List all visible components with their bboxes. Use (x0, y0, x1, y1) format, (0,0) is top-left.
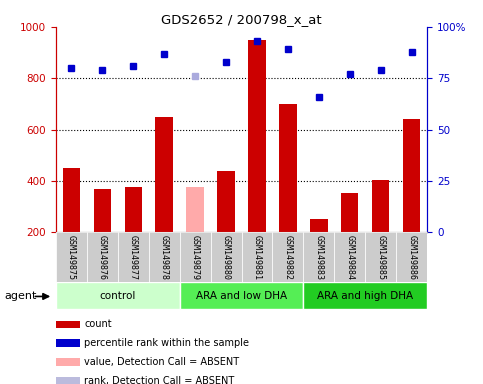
Bar (334, 232, 366, 282)
Bar (180, 282, 303, 309)
Bar (248, 40, 266, 232)
Bar (56, 359, 80, 366)
Title: GDS2652 / 200798_x_at: GDS2652 / 200798_x_at (161, 13, 322, 26)
Text: GSM149881: GSM149881 (253, 235, 261, 280)
Text: agent: agent (5, 291, 37, 301)
Bar (303, 232, 334, 282)
Bar (56, 282, 180, 309)
Bar (341, 192, 358, 232)
Bar (366, 232, 397, 282)
Text: ARA and low DHA: ARA and low DHA (196, 291, 287, 301)
Text: GSM149883: GSM149883 (314, 235, 324, 280)
Text: GSM149877: GSM149877 (128, 235, 138, 280)
Text: GSM149882: GSM149882 (284, 235, 293, 280)
Bar (117, 232, 149, 282)
Bar (180, 232, 211, 282)
Text: GSM149875: GSM149875 (67, 235, 75, 280)
Bar (311, 220, 327, 232)
Text: count: count (85, 319, 112, 329)
Text: percentile rank within the sample: percentile rank within the sample (85, 338, 249, 348)
Text: GSM149884: GSM149884 (345, 235, 355, 280)
Bar (56, 339, 80, 347)
Bar (372, 180, 389, 232)
Text: GSM149876: GSM149876 (98, 235, 107, 280)
Text: GSM149886: GSM149886 (408, 235, 416, 280)
Text: GSM149880: GSM149880 (222, 235, 230, 280)
Bar (56, 321, 80, 328)
Bar (56, 377, 80, 384)
Bar (303, 282, 427, 309)
Bar (125, 187, 142, 232)
Text: GSM149885: GSM149885 (376, 235, 385, 280)
Text: GSM149879: GSM149879 (190, 235, 199, 280)
Text: ARA and high DHA: ARA and high DHA (317, 291, 413, 301)
Bar (397, 232, 427, 282)
Bar (272, 232, 303, 282)
Bar (403, 119, 421, 232)
Bar (156, 117, 172, 232)
Bar (211, 232, 242, 282)
Text: GSM149878: GSM149878 (159, 235, 169, 280)
Bar (217, 170, 235, 232)
Bar (186, 187, 203, 232)
Text: control: control (99, 291, 136, 301)
Bar (94, 189, 111, 232)
Bar (86, 232, 117, 282)
Bar (56, 232, 86, 282)
Bar (62, 168, 80, 232)
Text: value, Detection Call = ABSENT: value, Detection Call = ABSENT (85, 357, 240, 367)
Bar (242, 232, 272, 282)
Bar (149, 232, 180, 282)
Text: rank, Detection Call = ABSENT: rank, Detection Call = ABSENT (85, 376, 235, 384)
Bar (280, 104, 297, 232)
